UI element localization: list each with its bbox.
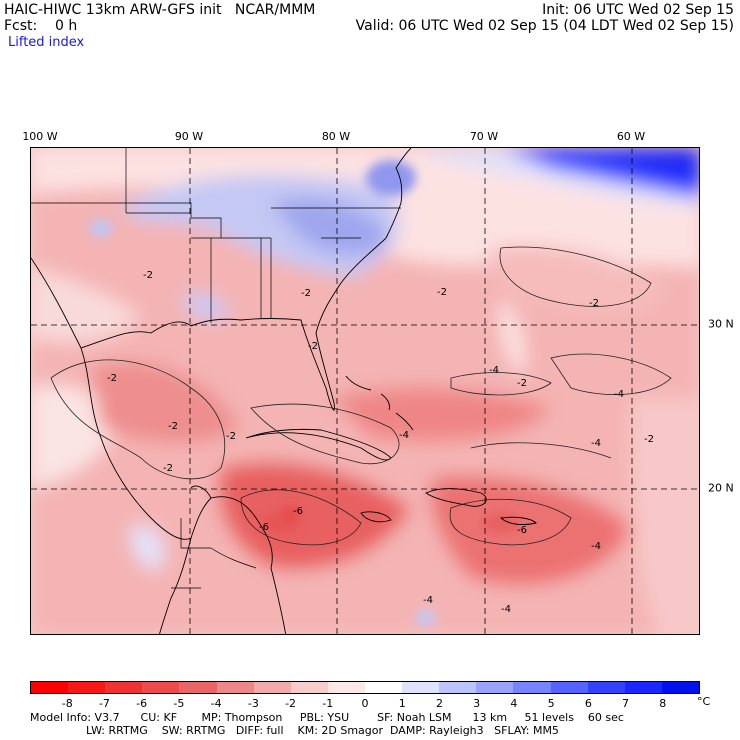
colorbar-swatch: [327, 682, 365, 693]
contour-label: -4: [501, 604, 511, 615]
contour-label: -4: [399, 430, 409, 441]
field-name: Lifted index: [8, 35, 85, 50]
colorbar-swatch: [105, 682, 143, 693]
contour-label: -2: [644, 434, 654, 445]
model-info-line2: LW: RRTMG SW: RRTMG DIFF: full KM: 2D Sm…: [30, 724, 559, 737]
contour-label: -2: [168, 421, 178, 432]
colorbar-tick-label: 3: [473, 697, 481, 710]
colorbar-tick-label: -1: [322, 697, 334, 710]
colorbar-tick-label: -6: [136, 697, 148, 710]
lon-label-70w: 70 W: [469, 130, 499, 143]
contour-label: -4: [489, 365, 499, 376]
colorbar-tick-label: 4: [510, 697, 518, 710]
colorbar-swatch: [68, 682, 106, 693]
contour-label: -4: [423, 595, 433, 606]
contour-label: -2: [163, 463, 173, 474]
colorbar-swatch: [476, 682, 514, 693]
plot-title: HAIC-HIWC 13km ARW-GFS init NCAR/MMM: [4, 2, 316, 18]
contour-label: -2: [226, 431, 236, 442]
forecast-hour: Fcst: 0 h: [4, 18, 78, 34]
colorbar-tick-label: 5: [547, 697, 555, 710]
colorbar-tick-label: -4: [210, 697, 222, 710]
colorbar-swatch: [142, 682, 180, 693]
init-time: Init: 06 UTC Wed 02 Sep 15: [542, 2, 734, 18]
lon-label-60w: 60 W: [616, 130, 646, 143]
colorbar-swatch: [402, 682, 440, 693]
colorbar-unit: °C: [697, 695, 711, 708]
colorbar-swatch: [179, 682, 217, 693]
contour-label: -6: [293, 506, 303, 517]
colorbar-tick-label: 8: [659, 697, 667, 710]
contour-label: -2: [143, 270, 153, 281]
colorbar-swatch: [253, 682, 291, 693]
lat-label-20n: 20 N: [708, 481, 734, 495]
colorbar-swatch: [513, 682, 551, 693]
colorbar-swatch: [661, 682, 699, 693]
valid-time: Valid: 06 UTC Wed 02 Sep 15 (04 LDT Wed …: [355, 18, 734, 34]
contour-label: -2: [107, 373, 117, 384]
lon-label-80w: 80 W: [321, 130, 351, 143]
contour-label: -2: [437, 287, 447, 298]
contour-label: -4: [591, 438, 601, 449]
contour-label: -6: [259, 522, 269, 533]
model-info-line1: Model Info: V3.7 CU: KF MP: Thompson PBL…: [30, 711, 624, 724]
colorbar-tick-label: 6: [584, 697, 592, 710]
colorbar-tick-label: -3: [247, 697, 259, 710]
contour-label: -2: [589, 298, 599, 309]
lat-lon-grid: [31, 148, 699, 634]
colorbar-swatch: [31, 682, 69, 693]
colorbar-tick-label: -5: [173, 697, 185, 710]
contours: [50, 246, 672, 546]
contour-label: -2: [517, 378, 527, 389]
lat-label-30n: 30 N: [708, 317, 734, 331]
colorbar-tick-label: -2: [285, 697, 297, 710]
colorbar-swatch: [624, 682, 662, 693]
colorbar-swatch: [587, 682, 625, 693]
coastlines: [31, 148, 537, 634]
colorbar-swatch: [364, 682, 403, 693]
field-shading: [31, 148, 699, 634]
colorbar-swatch: [439, 682, 477, 693]
colorbar-swatch: [290, 682, 328, 693]
colorbar-tick-label: 7: [622, 697, 630, 710]
contour-label: -4: [591, 541, 601, 552]
borders: [31, 148, 401, 589]
colorbar-tick-label: 1: [398, 697, 406, 710]
colorbar: [30, 681, 700, 694]
colorbar-tick-label: 0: [361, 697, 369, 710]
colorbar-swatch: [550, 682, 588, 693]
colorbar-tick-label: -8: [61, 697, 73, 710]
contour-label: -2: [308, 341, 318, 352]
map-canvas: -2 -2 -2 -2 -2 -2 -2 -2 -4 -4 -4 -4 -4 -…: [31, 148, 699, 634]
lon-label-90w: 90 W: [174, 130, 204, 143]
lifted-index-map: -2 -2 -2 -2 -2 -2 -2 -2 -4 -4 -4 -4 -4 -…: [30, 147, 700, 635]
contour-label: -2: [301, 288, 311, 299]
colorbar-tick-label: 2: [435, 697, 443, 710]
colorbar-swatch: [216, 682, 254, 693]
lon-label-100w: 100 W: [22, 130, 58, 143]
contour-label: -4: [614, 389, 624, 400]
colorbar-tick-label: -7: [98, 697, 110, 710]
contour-label: -6: [517, 525, 527, 536]
contour-labels: -2 -2 -2 -2 -2 -2 -2 -2 -4 -4 -4 -4 -4 -…: [107, 270, 654, 615]
